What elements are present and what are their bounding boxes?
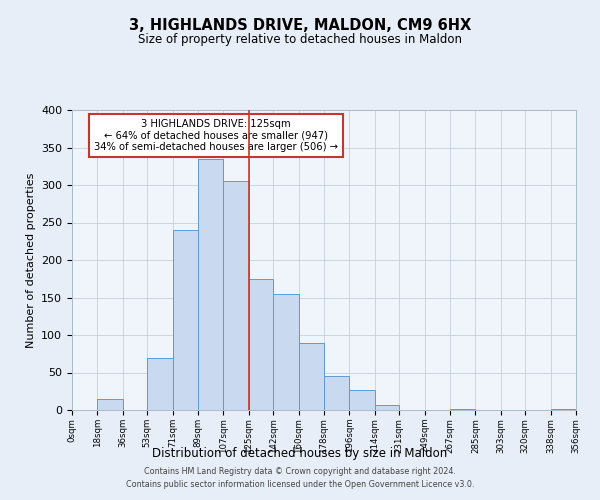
Bar	[173, 230, 198, 410]
Y-axis label: Number of detached properties: Number of detached properties	[26, 172, 35, 348]
Text: 3, HIGHLANDS DRIVE, MALDON, CM9 6HX: 3, HIGHLANDS DRIVE, MALDON, CM9 6HX	[129, 18, 471, 32]
Bar	[147, 358, 173, 410]
Bar	[97, 399, 123, 410]
Text: Distribution of detached houses by size in Maldon: Distribution of detached houses by size …	[152, 448, 448, 460]
Bar	[375, 405, 399, 410]
Text: 3 HIGHLANDS DRIVE: 125sqm
← 64% of detached houses are smaller (947)
34% of semi: 3 HIGHLANDS DRIVE: 125sqm ← 64% of detac…	[94, 119, 338, 152]
Bar	[198, 159, 223, 410]
Bar	[249, 279, 273, 410]
Bar	[299, 342, 324, 410]
Bar	[349, 390, 375, 410]
Text: Size of property relative to detached houses in Maldon: Size of property relative to detached ho…	[138, 32, 462, 46]
Bar	[324, 376, 349, 410]
Bar	[450, 408, 475, 410]
Bar	[223, 181, 249, 410]
Text: Contains HM Land Registry data © Crown copyright and database right 2024.: Contains HM Land Registry data © Crown c…	[144, 467, 456, 476]
Bar	[273, 294, 299, 410]
Bar	[551, 408, 576, 410]
Text: Contains public sector information licensed under the Open Government Licence v3: Contains public sector information licen…	[126, 480, 474, 489]
